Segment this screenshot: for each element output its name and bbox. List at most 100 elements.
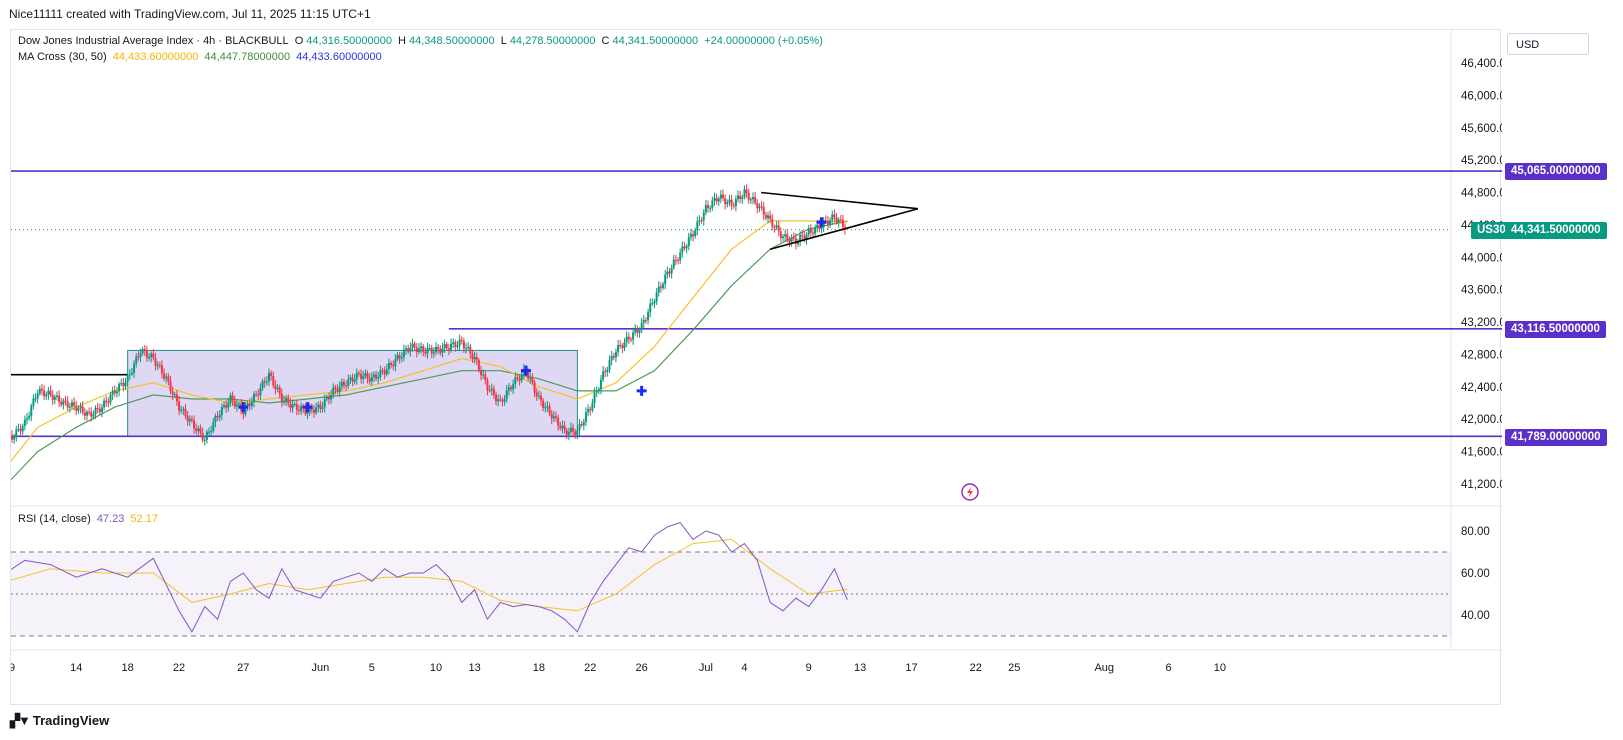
candle-body [282, 400, 285, 403]
candle-body [94, 407, 97, 415]
candle-body [820, 227, 823, 229]
candle-body [516, 377, 519, 379]
candle-body [214, 416, 217, 423]
time-tick-label: 22 [173, 662, 185, 674]
candle-body [512, 384, 515, 390]
candle-body [357, 372, 360, 374]
candle-body [687, 237, 690, 247]
chart-frame[interactable]: 46,400.00000000 46,000.00000000 45,600.000… [10, 29, 1502, 706]
ma-cross-marker [636, 385, 647, 396]
candle-body [649, 303, 652, 313]
time-tick-label: 22 [970, 662, 982, 674]
time-tick-label: Jul [699, 662, 713, 674]
candle-body [141, 349, 144, 354]
candle-body [210, 430, 213, 432]
candle-body [47, 390, 50, 395]
candle-body [510, 387, 513, 390]
candle-body [79, 406, 82, 409]
time-tick-label: 10 [1214, 662, 1226, 674]
candle-body [619, 344, 622, 346]
open-label: O [294, 35, 304, 47]
candle-body [578, 424, 581, 431]
candle-body [278, 387, 281, 394]
candle-body [152, 353, 155, 359]
candle-body [212, 422, 215, 431]
change-value: +24.00000000 (+0.05%) [704, 35, 823, 47]
price-tick-label: 44,000.00000000 [1461, 252, 1502, 264]
candle-body [501, 399, 504, 402]
candle-body [368, 378, 371, 382]
candle-body [437, 346, 440, 349]
candle-body [554, 416, 557, 418]
candle-body [370, 377, 373, 382]
candle-body [694, 230, 697, 237]
candle-body [248, 403, 251, 407]
candle-body [220, 406, 223, 416]
candle-body [21, 426, 24, 432]
candle-body [259, 387, 262, 396]
candle-body [154, 358, 157, 366]
candle-body [647, 312, 650, 321]
candle-body [822, 220, 825, 228]
candle-body [250, 401, 253, 407]
candle-body [756, 202, 759, 209]
candle-body [276, 387, 279, 389]
candle-body [120, 383, 123, 385]
candle-body [417, 348, 420, 353]
candle-body [550, 413, 553, 419]
candle-body [58, 395, 61, 403]
candle-body [291, 404, 294, 408]
candle-body [439, 348, 442, 353]
candle-body [392, 364, 395, 367]
candle-body [542, 400, 545, 408]
rsi-tick-label: 60.00 [1461, 568, 1490, 580]
candle-body [426, 348, 429, 354]
candle-body [231, 395, 234, 401]
candle-body [173, 394, 176, 396]
candle-body [103, 400, 106, 408]
candle-body [488, 390, 491, 392]
time-tick-label: 22 [584, 662, 596, 674]
candle-body [762, 206, 765, 215]
candle-body [480, 370, 483, 376]
candle-body [390, 362, 393, 365]
candle-body [707, 205, 710, 208]
candle-body [128, 374, 131, 376]
ma-cross-marker [238, 402, 249, 413]
candle-body [98, 408, 101, 412]
candle-body [420, 346, 423, 349]
price-tick-label: 42,800.00000000 [1461, 349, 1502, 361]
candle-body [741, 196, 744, 199]
candle-body [591, 402, 594, 411]
candle-body [201, 432, 204, 441]
last-price-tag: 44,341.50000000 [1505, 222, 1607, 239]
price-chart[interactable]: 46,400.00000000 46,000.00000000 45,600.000… [11, 30, 1502, 706]
candle-body [43, 390, 46, 397]
candle-body [319, 404, 322, 409]
candle-body [539, 395, 542, 401]
candle-body [381, 370, 384, 372]
ma-value-2: 44,447.78000000 [204, 51, 291, 63]
candle-body [32, 398, 35, 406]
candle-body [764, 214, 767, 219]
candle-body [422, 346, 425, 352]
candle-body [351, 377, 354, 382]
currency-selector[interactable]: USD [1507, 33, 1589, 55]
candle-body [124, 381, 127, 387]
candle-body [148, 357, 151, 359]
candle-body [308, 406, 311, 413]
candle-body [38, 388, 41, 394]
tradingview-logo[interactable]: ▞▼ TradingView [10, 713, 109, 729]
candle-body [559, 425, 562, 429]
price-tick-label: 46,400.00000000 [1461, 58, 1502, 70]
tradingview-brand: TradingView [32, 713, 110, 728]
candle-body [784, 234, 787, 237]
high-label: H [398, 35, 406, 47]
candle-body [113, 390, 116, 394]
candle-body [782, 236, 784, 239]
time-tick-label: 14 [70, 662, 82, 674]
candle-body [486, 380, 489, 391]
candle-body [372, 374, 375, 378]
candle-body [599, 379, 602, 390]
candle-body [576, 430, 579, 435]
